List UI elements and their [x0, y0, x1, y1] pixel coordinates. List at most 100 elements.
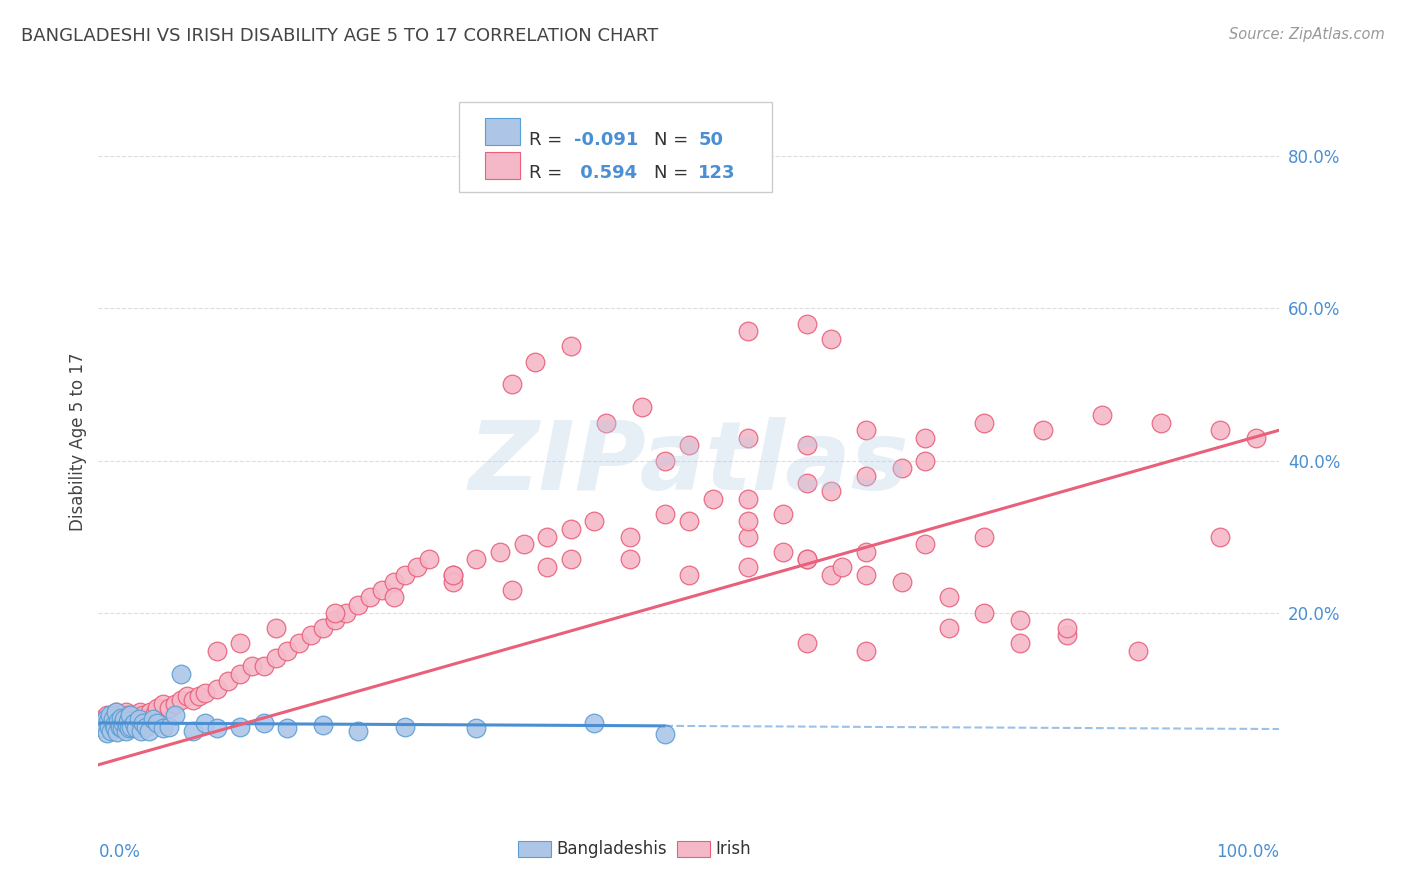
Point [772, 507, 794, 521]
Point [103, 718, 125, 732]
Point [176, 690, 198, 704]
Point [146, 715, 169, 730]
Point [619, 552, 641, 566]
Point [1056, 628, 1078, 642]
Point [973, 416, 995, 430]
Point [135, 712, 157, 726]
Point [560, 339, 582, 353]
Point [118, 721, 141, 735]
Point [394, 567, 416, 582]
FancyBboxPatch shape [678, 841, 710, 857]
Y-axis label: Disability Age 5 to 17: Disability Age 5 to 17 [69, 352, 87, 531]
Point [229, 720, 252, 734]
Point [299, 628, 322, 642]
Point [125, 721, 148, 735]
Point [120, 712, 142, 726]
Point [820, 567, 842, 582]
Point [288, 636, 311, 650]
Point [165, 697, 187, 711]
Point [796, 552, 818, 566]
Point [117, 708, 139, 723]
Point [347, 598, 370, 612]
Point [152, 721, 174, 735]
FancyBboxPatch shape [485, 118, 520, 145]
Point [737, 491, 759, 506]
Point [264, 651, 287, 665]
Point [654, 453, 676, 467]
Point [914, 431, 936, 445]
Point [583, 515, 606, 529]
Point [1209, 423, 1232, 437]
Point [94, 712, 117, 726]
Point [1008, 636, 1031, 650]
Point [240, 659, 263, 673]
Point [441, 567, 464, 582]
Point [115, 718, 138, 732]
Point [194, 685, 217, 699]
Point [157, 720, 180, 734]
Point [1209, 530, 1232, 544]
Point [112, 712, 135, 726]
Point [382, 575, 405, 590]
Point [93, 715, 115, 730]
Point [394, 720, 416, 734]
Point [91, 715, 114, 730]
Point [914, 537, 936, 551]
Text: Bangladeshis: Bangladeshis [557, 840, 668, 858]
Text: 100.0%: 100.0% [1216, 843, 1279, 861]
Point [139, 705, 162, 719]
Point [100, 723, 122, 738]
Point [170, 693, 193, 707]
Point [101, 712, 124, 726]
Point [737, 530, 759, 544]
Point [110, 711, 132, 725]
Text: 50: 50 [699, 130, 724, 149]
Point [205, 643, 228, 657]
Point [630, 401, 652, 415]
Point [347, 723, 370, 738]
Point [120, 708, 142, 723]
Point [100, 712, 122, 726]
Point [855, 545, 877, 559]
Point [142, 708, 165, 723]
Text: 123: 123 [699, 164, 735, 183]
Point [124, 708, 146, 723]
Point [138, 723, 160, 738]
Point [702, 491, 724, 506]
Point [441, 567, 464, 582]
Point [98, 720, 121, 734]
Text: N =: N = [654, 130, 693, 149]
FancyBboxPatch shape [517, 841, 551, 857]
Point [536, 530, 558, 544]
Point [105, 705, 128, 719]
Point [595, 416, 617, 430]
Point [938, 591, 960, 605]
Point [501, 582, 523, 597]
Point [97, 714, 120, 728]
Point [323, 606, 346, 620]
Point [105, 705, 128, 719]
Point [796, 476, 818, 491]
Point [441, 575, 464, 590]
Point [855, 643, 877, 657]
Text: Source: ZipAtlas.com: Source: ZipAtlas.com [1229, 27, 1385, 42]
Point [489, 545, 512, 559]
Point [678, 438, 700, 452]
Point [122, 715, 145, 730]
Point [112, 715, 135, 730]
Point [323, 613, 346, 627]
Point [264, 621, 287, 635]
Point [142, 712, 165, 726]
Point [132, 708, 155, 723]
Point [98, 708, 121, 723]
Point [121, 720, 143, 734]
Point [914, 453, 936, 467]
Point [205, 721, 228, 735]
Point [737, 560, 759, 574]
Point [831, 560, 853, 574]
Text: BANGLADESHI VS IRISH DISABILITY AGE 5 TO 17 CORRELATION CHART: BANGLADESHI VS IRISH DISABILITY AGE 5 TO… [21, 27, 658, 45]
Point [371, 582, 394, 597]
Point [359, 591, 381, 605]
Point [1056, 621, 1078, 635]
FancyBboxPatch shape [458, 102, 772, 193]
